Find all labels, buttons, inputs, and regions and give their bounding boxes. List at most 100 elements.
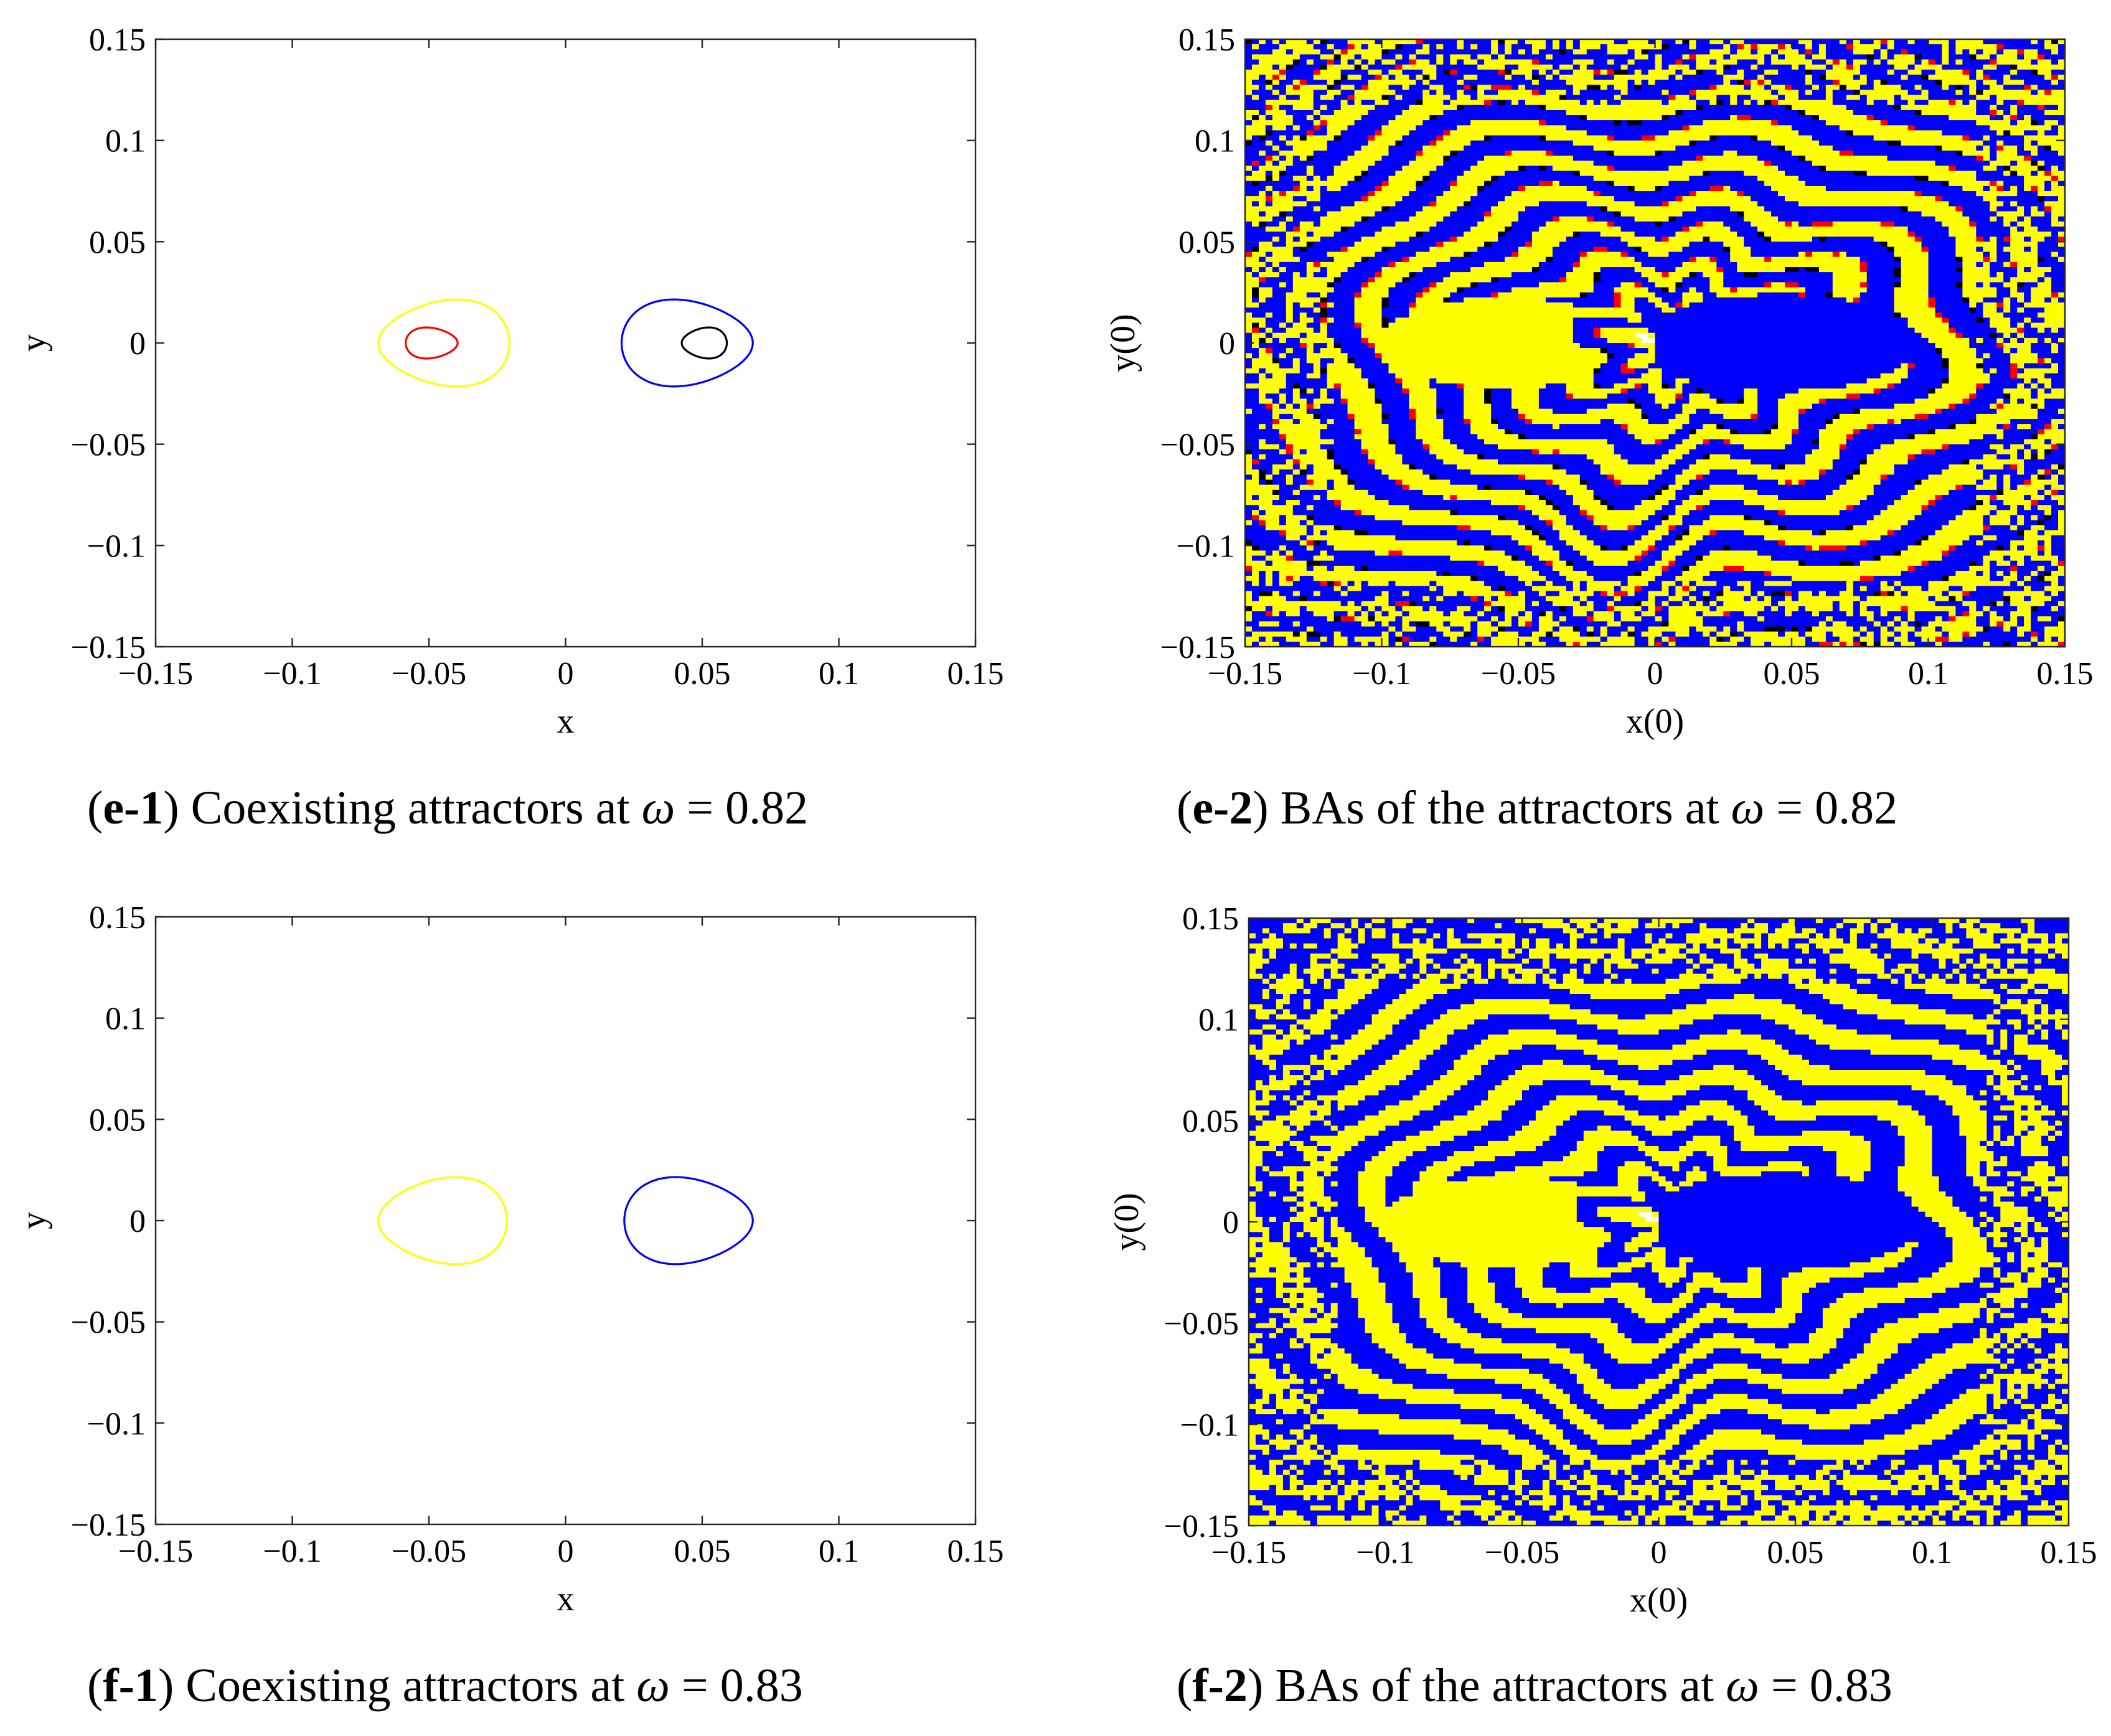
basin-cell xyxy=(1552,581,1574,586)
basin-cell xyxy=(1805,110,1854,116)
basin-cell xyxy=(1375,606,1383,612)
basin-cell xyxy=(1272,408,1307,415)
basin-cell xyxy=(1668,611,1696,617)
basin-cell xyxy=(1880,641,1895,647)
basin-cell xyxy=(1245,363,1253,369)
basin-cell xyxy=(1682,586,1690,592)
basin-cell xyxy=(1757,474,1820,481)
basin-cell xyxy=(1976,631,2018,637)
basin-cell xyxy=(1914,85,1922,90)
basin-cell xyxy=(1368,454,1403,460)
basin-cell xyxy=(1887,419,1895,425)
basin-cell xyxy=(2024,449,2031,455)
basin-cell xyxy=(1682,125,1690,131)
basin-cell xyxy=(1859,606,1868,612)
basin-cell xyxy=(1942,221,1970,227)
basin-cell xyxy=(1375,464,1409,470)
basin-cell xyxy=(1976,261,1983,268)
basin-cell xyxy=(1361,641,1369,647)
basin-cell xyxy=(1450,95,1457,101)
basin-cell xyxy=(1388,246,1430,253)
basin-cell xyxy=(1921,69,1936,75)
basin-cell xyxy=(1279,211,1287,217)
basin-cell xyxy=(1866,495,1902,500)
basin-cell xyxy=(1624,943,1653,949)
basin-cell xyxy=(1768,938,1789,944)
basin-cell xyxy=(2010,616,2018,622)
basin-cell xyxy=(1259,221,1266,227)
basin-cell xyxy=(1286,434,1321,440)
basin-cell xyxy=(2031,348,2052,354)
basin-cell xyxy=(1682,550,1710,556)
basin-cell xyxy=(1887,474,1929,481)
basin-cell xyxy=(1778,100,1833,106)
basin-cell xyxy=(1818,49,1827,55)
basin-cell xyxy=(1474,959,1488,964)
basin-cell xyxy=(1491,100,1498,106)
basin-cell xyxy=(1655,495,1676,500)
basin-cell xyxy=(1381,185,1416,192)
basin-cell xyxy=(1538,621,1560,627)
basin-cell xyxy=(2031,39,2038,45)
basin-cell xyxy=(1771,59,1813,65)
basin-cell xyxy=(1894,287,1929,293)
basin-cell xyxy=(1313,530,1321,536)
basin-cell xyxy=(2038,251,2052,258)
basin-cell xyxy=(1675,393,1683,399)
basin-cell xyxy=(1907,489,1949,495)
basin-cell xyxy=(1771,606,1779,612)
basin-cell xyxy=(1464,398,1485,405)
basin-cell xyxy=(1730,80,1737,85)
basin-cell xyxy=(2024,130,2038,136)
basin-cell xyxy=(1531,545,1553,551)
basin-cell xyxy=(1320,307,1328,313)
basin-cell xyxy=(1894,581,1902,586)
basin-cell xyxy=(2010,444,2024,450)
basin-cell xyxy=(1443,297,1450,303)
basin-cell xyxy=(1593,495,1601,500)
basin-cell xyxy=(1655,606,1663,612)
basin-cell xyxy=(1464,388,1485,394)
x-tick-label: −0.15 xyxy=(118,656,193,692)
attractor-loop-blue xyxy=(620,298,754,388)
basin-cell xyxy=(1832,464,1861,470)
basin-cell xyxy=(1279,191,1287,197)
basin-cell xyxy=(1299,631,1307,637)
basin-cell xyxy=(1873,555,1881,561)
basin-cell xyxy=(1306,626,1314,632)
basin-cell xyxy=(1832,100,1868,106)
basin-cell xyxy=(1798,95,1827,101)
basin-cell xyxy=(1771,429,1792,434)
basin-cell xyxy=(1368,378,1396,384)
basin-cell xyxy=(1279,444,1287,450)
basin-cell xyxy=(1832,64,1847,70)
basin-cell xyxy=(1531,550,1560,556)
basin-cell xyxy=(1498,39,1505,45)
y-tick-label: −0.05 xyxy=(1160,428,1235,463)
basin-cell xyxy=(1552,69,1560,75)
basin-cell xyxy=(1607,246,1635,253)
basin-cell xyxy=(1709,85,1717,90)
basin-cell xyxy=(2038,246,2066,253)
basin-cell xyxy=(1505,626,1540,632)
basin-cell xyxy=(2003,201,2011,207)
basin-cell xyxy=(1505,571,1540,576)
basin-cell xyxy=(1907,69,1922,75)
basin-cell xyxy=(1641,85,1710,90)
basin-cell xyxy=(1347,100,1355,106)
basin-cell xyxy=(2017,525,2031,531)
basin-cell xyxy=(1559,464,1601,470)
basin-cell xyxy=(2028,948,2035,954)
basin-cell xyxy=(2010,525,2018,531)
basin-cell xyxy=(1689,125,1792,131)
basin-cell xyxy=(1245,631,1253,637)
basin-cell xyxy=(1354,413,1383,420)
basin-cell xyxy=(1700,928,1728,934)
basin-cell xyxy=(1399,953,1413,959)
basin-cell xyxy=(1347,408,1383,415)
basin-cell xyxy=(1682,515,1710,521)
basin-cell xyxy=(1525,611,1533,617)
basin-cell xyxy=(1990,520,2011,526)
basin-cell xyxy=(1272,312,1287,318)
basin-cell xyxy=(1433,918,1468,924)
